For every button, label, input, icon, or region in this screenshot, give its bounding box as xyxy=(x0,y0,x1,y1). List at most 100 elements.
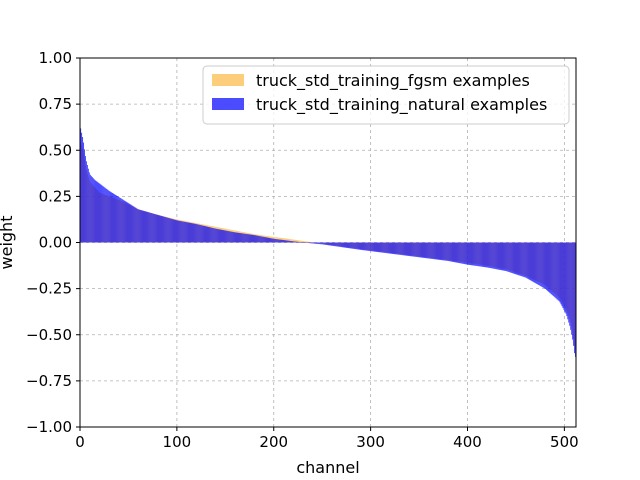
bar xyxy=(435,242,437,260)
bar xyxy=(472,242,474,266)
bar xyxy=(138,209,140,243)
bar xyxy=(89,174,91,243)
bar xyxy=(134,207,136,243)
bar xyxy=(85,161,87,243)
bar xyxy=(204,226,206,243)
y-tick-label: −1.00 xyxy=(26,418,72,436)
bar xyxy=(314,242,316,244)
bar xyxy=(420,242,422,258)
x-tick-label: 400 xyxy=(453,433,482,451)
bar xyxy=(489,242,491,269)
bar xyxy=(456,242,458,263)
bar xyxy=(179,221,181,243)
bar xyxy=(275,239,277,243)
bar xyxy=(219,229,221,243)
bar xyxy=(244,233,246,243)
bar xyxy=(554,242,556,298)
bar xyxy=(260,236,262,243)
bar xyxy=(547,242,550,292)
bar xyxy=(555,242,557,299)
bar xyxy=(372,242,374,252)
bar xyxy=(359,242,362,250)
bar xyxy=(190,223,192,243)
bar xyxy=(262,236,264,243)
bar xyxy=(120,198,122,243)
bar xyxy=(280,239,282,243)
bar xyxy=(186,222,188,243)
bar xyxy=(299,242,302,243)
bar xyxy=(349,242,351,249)
bar xyxy=(567,242,569,320)
bar xyxy=(151,213,153,243)
bar xyxy=(490,242,492,269)
bar xyxy=(223,230,225,243)
bar xyxy=(365,242,367,251)
bar xyxy=(286,240,288,243)
bar xyxy=(560,242,562,305)
bar xyxy=(105,188,107,243)
bar xyxy=(414,242,416,257)
bar xyxy=(366,242,368,251)
bar xyxy=(289,239,291,243)
bar xyxy=(187,222,189,243)
bar xyxy=(281,239,283,243)
bar xyxy=(471,242,473,266)
bar xyxy=(521,242,523,277)
bar xyxy=(174,219,177,243)
bar xyxy=(185,222,187,243)
bar xyxy=(470,242,472,266)
bar xyxy=(288,240,290,243)
bar xyxy=(520,242,522,277)
legend-entry: truck_std_training_natural examples xyxy=(256,95,547,115)
bar xyxy=(294,241,296,243)
bar xyxy=(556,242,558,300)
bar xyxy=(93,179,95,243)
bar xyxy=(239,233,241,243)
bar xyxy=(156,214,158,243)
bar xyxy=(462,242,464,264)
bar xyxy=(548,242,550,293)
bar xyxy=(114,194,116,243)
bar xyxy=(167,217,169,243)
bar xyxy=(270,238,272,243)
bar xyxy=(309,241,311,243)
bar xyxy=(117,196,119,243)
bar xyxy=(571,242,573,335)
bar xyxy=(259,236,261,243)
bar xyxy=(514,242,517,275)
bar xyxy=(128,203,130,243)
bar xyxy=(272,238,274,243)
bar xyxy=(445,242,447,261)
bar xyxy=(311,242,313,243)
bar xyxy=(164,216,166,243)
bar xyxy=(394,242,396,255)
bar xyxy=(574,242,576,354)
bar xyxy=(266,237,269,243)
bar xyxy=(319,242,321,245)
bar xyxy=(545,242,548,290)
bar xyxy=(513,242,515,274)
bar xyxy=(410,242,412,257)
bar xyxy=(313,242,315,244)
bar xyxy=(379,242,381,253)
bar xyxy=(265,237,267,243)
bar xyxy=(374,242,376,252)
bar xyxy=(510,242,512,273)
bar xyxy=(130,204,132,243)
bar xyxy=(334,242,336,247)
bar xyxy=(535,242,537,284)
bar xyxy=(80,128,82,243)
bar xyxy=(155,214,157,243)
bar xyxy=(148,212,150,243)
bar xyxy=(236,232,239,243)
bar xyxy=(247,234,249,243)
bar xyxy=(283,240,285,243)
y-tick-label: 0.25 xyxy=(39,187,72,205)
bar xyxy=(169,218,171,243)
bar xyxy=(103,186,105,243)
bar xyxy=(143,211,146,243)
bar xyxy=(412,242,414,257)
bar xyxy=(413,242,415,257)
bar xyxy=(222,230,224,243)
bar xyxy=(217,229,219,243)
